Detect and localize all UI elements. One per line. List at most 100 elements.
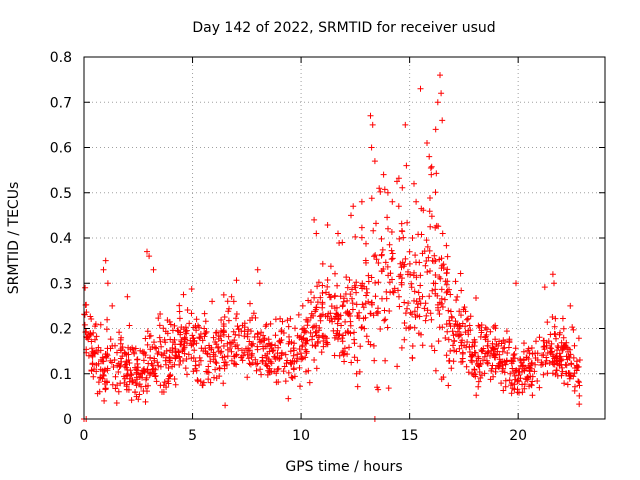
data-point — [180, 357, 186, 364]
data-point — [197, 378, 204, 385]
data-point — [398, 220, 405, 227]
data-point — [233, 351, 240, 358]
data-point — [157, 382, 164, 389]
data-point — [363, 240, 369, 247]
data-point — [401, 261, 408, 268]
data-point — [540, 344, 547, 350]
data-point — [271, 368, 278, 375]
data-point — [333, 310, 340, 317]
data-point — [343, 274, 350, 281]
data-point — [202, 318, 209, 325]
data-point — [551, 323, 558, 330]
data-point — [81, 321, 88, 328]
data-point — [340, 351, 347, 358]
data-point — [288, 339, 295, 346]
data-point — [349, 286, 355, 293]
data-point — [353, 279, 360, 286]
data-point — [295, 311, 302, 318]
data-point — [319, 332, 326, 339]
data-point — [426, 293, 433, 300]
data-point — [207, 353, 213, 360]
data-point — [490, 350, 497, 357]
data-point — [560, 325, 567, 332]
data-point — [456, 345, 463, 352]
data-point — [500, 345, 507, 352]
data-point — [496, 338, 503, 345]
data-point — [227, 345, 233, 351]
data-point — [424, 140, 430, 146]
data-point — [467, 313, 474, 320]
data-point — [353, 289, 360, 296]
data-point — [296, 346, 303, 352]
data-point — [220, 291, 227, 298]
data-point — [503, 328, 510, 335]
data-point — [319, 290, 326, 296]
data-point — [543, 339, 550, 346]
data-point — [456, 332, 463, 339]
data-point — [547, 331, 554, 338]
data-point — [155, 315, 162, 322]
data-point — [403, 162, 410, 169]
data-point — [232, 343, 239, 350]
data-point — [232, 331, 239, 338]
data-point — [157, 311, 164, 317]
data-point — [351, 329, 357, 336]
data-point — [299, 302, 306, 309]
data-point — [313, 332, 320, 339]
data-point — [133, 366, 140, 373]
data-point — [274, 354, 281, 361]
data-point — [411, 269, 417, 276]
data-point — [238, 328, 245, 335]
data-point — [384, 189, 391, 196]
data-point — [478, 348, 485, 355]
data-point — [290, 345, 297, 352]
data-point — [224, 340, 231, 347]
data-point — [452, 318, 459, 325]
data-point — [422, 317, 429, 324]
data-point — [213, 329, 220, 336]
data-point — [510, 352, 517, 359]
data-point — [221, 314, 228, 320]
data-point — [125, 344, 132, 351]
data-point — [512, 345, 519, 352]
data-point — [443, 270, 450, 277]
data-point — [197, 357, 204, 364]
data-point — [167, 321, 174, 328]
data-point — [154, 359, 161, 366]
data-point — [133, 382, 140, 389]
data-point — [171, 322, 178, 329]
data-point — [98, 356, 104, 363]
data-point — [286, 333, 292, 340]
data-point — [465, 369, 472, 376]
data-point — [362, 314, 369, 321]
data-point — [220, 323, 227, 330]
data-point — [82, 284, 89, 291]
data-point — [444, 288, 451, 295]
data-point — [102, 366, 108, 373]
data-point — [380, 266, 387, 272]
data-point — [253, 361, 260, 368]
data-point — [196, 334, 203, 341]
data-point — [171, 376, 178, 382]
data-point — [427, 165, 434, 171]
data-point — [451, 323, 458, 330]
data-point — [484, 326, 490, 333]
data-point — [357, 343, 364, 350]
data-point — [222, 402, 229, 409]
data-point — [466, 322, 473, 329]
data-point — [488, 367, 495, 374]
data-point — [254, 343, 261, 350]
data-point — [109, 302, 116, 309]
data-point — [422, 262, 429, 269]
data-point — [394, 363, 401, 370]
data-point — [233, 277, 240, 284]
data-point — [213, 341, 220, 348]
data-point — [303, 340, 310, 347]
data-point — [346, 344, 352, 351]
data-point — [127, 372, 134, 379]
data-point — [346, 277, 353, 283]
data-point — [160, 325, 167, 332]
data-point — [147, 354, 154, 361]
data-point — [175, 328, 182, 335]
y-tick-label: 0.8 — [50, 50, 72, 66]
